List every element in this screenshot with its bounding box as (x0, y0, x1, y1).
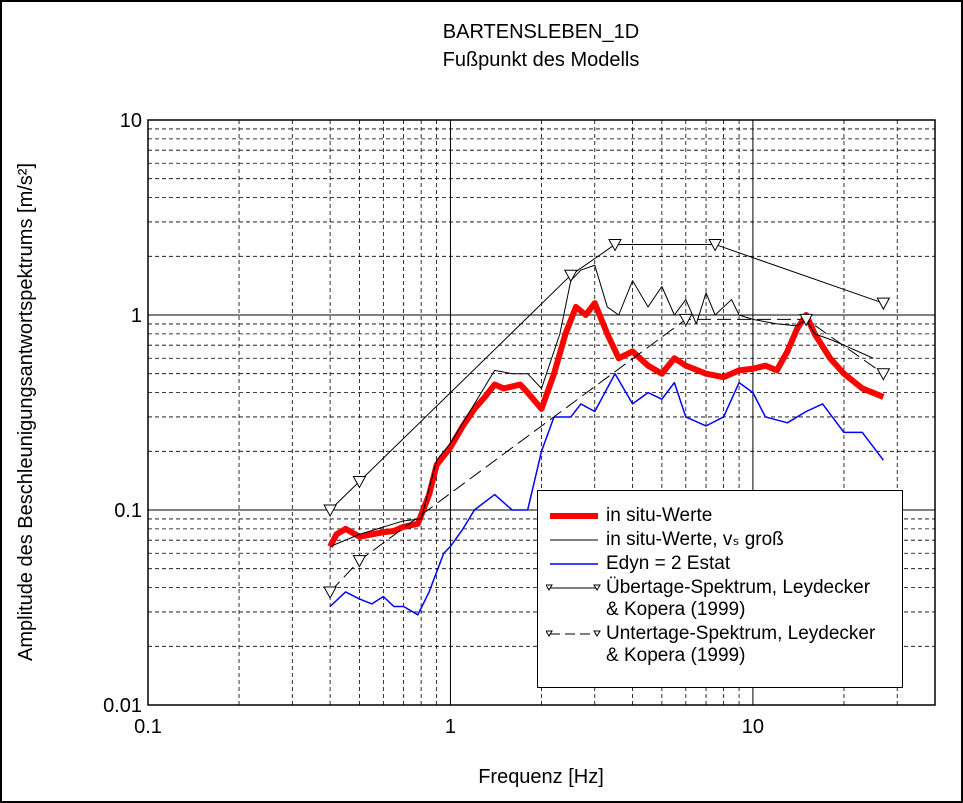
legend-entry: Untertage-Spektrum, Leydecker & Kopera (… (546, 623, 896, 667)
y-tick-label: 0.01 (103, 695, 142, 717)
marker (323, 504, 337, 518)
legend-entry: in situ-Werte (546, 505, 896, 527)
x-tick-label: 1 (445, 716, 456, 738)
series-line (327, 300, 885, 548)
legend-label: in situ-Werte (606, 505, 713, 526)
marker (876, 297, 891, 311)
legend-entry: Edyn = 2 Estat (546, 553, 896, 575)
plot-frame (147, 119, 936, 706)
series-line (329, 372, 884, 616)
legend-swatch (546, 630, 601, 637)
legend-marker (546, 630, 553, 637)
legend-marker (593, 630, 601, 637)
legend-swatch (550, 539, 598, 541)
legend-swatch (546, 584, 601, 591)
legend-entry: Übertage-Spektrum, Leydecker & Kopera (1… (546, 577, 896, 621)
marker (708, 238, 722, 252)
series-line (329, 243, 884, 511)
legend-marker (593, 584, 601, 591)
legend-label: Übertage-Spektrum, Leydecker & Kopera (1… (606, 577, 871, 620)
series-line (329, 264, 874, 547)
legend: in situ-Werte in situ-Werte, vₛ groß Edyn … (537, 490, 903, 688)
chart-title: BARTENSLEBEN_1D (443, 21, 639, 43)
marker (352, 555, 367, 568)
legend-marker (546, 584, 553, 591)
legend-entry: in situ-Werte, vₛ groß (546, 529, 896, 551)
legend-label: Untertage-Spektrum, Leydecker & Kopera (… (606, 623, 876, 666)
y-tick-label: 1 (131, 305, 142, 327)
marker (323, 586, 337, 599)
legend-label: in situ-Werte, vₛ groß (606, 529, 784, 550)
legend-swatch (550, 513, 598, 519)
marker (678, 313, 693, 327)
y-tick-label: 0.1 (114, 500, 142, 522)
marker (352, 476, 367, 489)
chart-subtitle: Fußpunkt des Modells (443, 49, 640, 71)
marker (608, 238, 622, 252)
y-axis-label: Amplitude des Beschleunigungsantwortspek… (15, 163, 37, 661)
legend-label: Edyn = 2 Estat (606, 553, 731, 574)
x-axis-label: Frequenz [Hz] (478, 766, 604, 788)
x-tick-label: 0.1 (134, 716, 162, 738)
marker (876, 368, 891, 381)
y-tick-label: 10 (120, 110, 142, 132)
marker (563, 269, 578, 283)
x-tick-label: 10 (742, 716, 764, 738)
marker (799, 313, 814, 327)
legend-swatch (550, 563, 598, 565)
